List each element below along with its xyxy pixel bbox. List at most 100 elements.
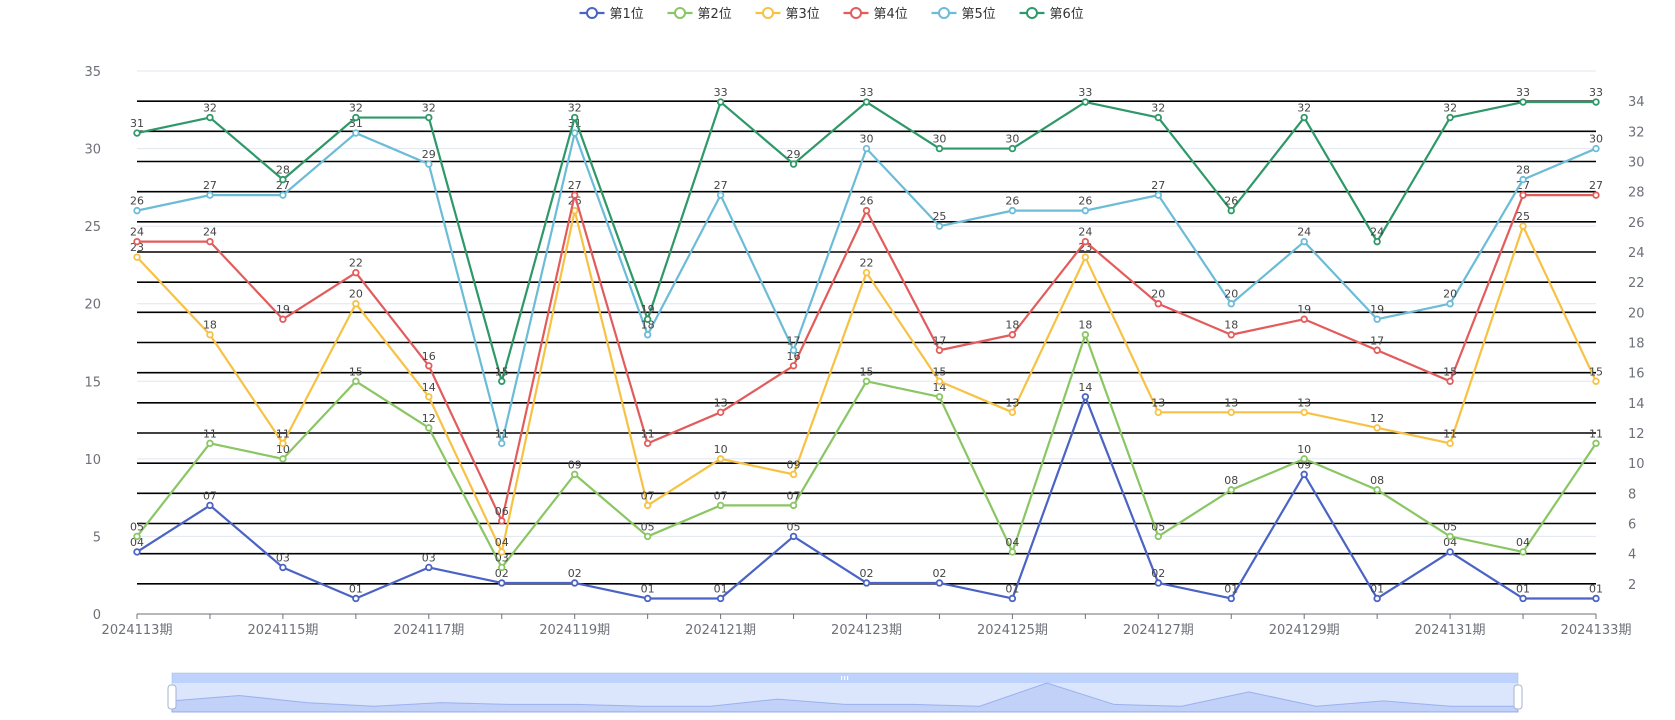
data-point[interactable] — [1592, 191, 1600, 199]
data-point[interactable] — [1008, 206, 1017, 215]
data-point[interactable] — [133, 237, 141, 246]
data-point[interactable] — [1081, 206, 1090, 215]
data-point[interactable] — [716, 98, 725, 106]
data-point[interactable] — [862, 144, 871, 153]
data-point[interactable] — [1446, 113, 1454, 122]
data-point[interactable] — [862, 579, 871, 587]
data-point[interactable] — [1008, 331, 1017, 339]
data-point[interactable] — [1227, 300, 1235, 308]
data-point[interactable] — [279, 191, 287, 199]
legend-item[interactable]: 第4位 — [843, 7, 908, 22]
data-point[interactable] — [935, 377, 944, 385]
data-point[interactable] — [1446, 532, 1454, 541]
data-point[interactable] — [862, 98, 871, 106]
data-point[interactable] — [206, 439, 214, 448]
data-point[interactable] — [1519, 191, 1527, 199]
data-point[interactable] — [352, 594, 360, 603]
data-point[interactable] — [425, 393, 433, 401]
data-point[interactable] — [206, 331, 214, 339]
data-point[interactable] — [352, 113, 360, 122]
data-point[interactable] — [279, 175, 287, 184]
data-point[interactable] — [1446, 377, 1454, 385]
data-point[interactable] — [498, 377, 506, 385]
data-point[interactable] — [1081, 393, 1090, 401]
data-point[interactable] — [935, 393, 944, 401]
legend-item[interactable]: 第2位 — [667, 7, 732, 22]
data-point[interactable] — [206, 501, 214, 510]
data-point[interactable] — [1227, 486, 1235, 494]
data-point[interactable] — [206, 237, 214, 246]
data-point[interactable] — [498, 439, 506, 448]
zoom-handle[interactable] — [1513, 684, 1523, 710]
data-point[interactable] — [789, 470, 798, 479]
data-point[interactable] — [643, 331, 652, 339]
data-point[interactable] — [425, 160, 433, 168]
data-point[interactable] — [425, 113, 433, 122]
data-point[interactable] — [1300, 408, 1308, 417]
data-point[interactable] — [571, 579, 579, 587]
data-point[interactable] — [425, 362, 433, 370]
data-point[interactable] — [862, 377, 871, 385]
data-point[interactable] — [1446, 439, 1454, 448]
data-zoom-slider[interactable] — [167, 672, 1523, 713]
data-point[interactable] — [1519, 175, 1527, 184]
data-point[interactable] — [1300, 113, 1308, 122]
data-point[interactable] — [1373, 346, 1381, 354]
data-point[interactable] — [352, 268, 360, 277]
data-point[interactable] — [862, 206, 871, 215]
data-point[interactable] — [935, 579, 944, 587]
data-point[interactable] — [133, 532, 141, 541]
data-point[interactable] — [1300, 315, 1308, 323]
data-point[interactable] — [1373, 315, 1381, 323]
data-point[interactable] — [1227, 408, 1235, 417]
data-point[interactable] — [1081, 253, 1090, 261]
data-point[interactable] — [643, 594, 652, 603]
data-point[interactable] — [425, 424, 433, 432]
data-point[interactable] — [1592, 594, 1600, 603]
data-point[interactable] — [1008, 144, 1017, 153]
data-point[interactable] — [1154, 113, 1162, 122]
data-point[interactable] — [1592, 98, 1600, 106]
data-point[interactable] — [789, 362, 798, 370]
data-point[interactable] — [716, 408, 725, 417]
data-point[interactable] — [133, 129, 141, 137]
data-point[interactable] — [498, 517, 506, 525]
data-point[interactable] — [352, 300, 360, 308]
data-point[interactable] — [789, 501, 798, 510]
data-point[interactable] — [1154, 191, 1162, 199]
data-point[interactable] — [1081, 331, 1090, 339]
data-point[interactable] — [1519, 222, 1527, 230]
data-point[interactable] — [279, 439, 287, 448]
data-point[interactable] — [1446, 300, 1454, 308]
data-point[interactable] — [571, 191, 579, 199]
legend-item[interactable]: 第1位 — [579, 7, 644, 22]
data-point[interactable] — [571, 129, 579, 137]
data-point[interactable] — [279, 563, 287, 572]
data-point[interactable] — [1154, 300, 1162, 308]
data-point[interactable] — [1227, 206, 1235, 215]
legend[interactable]: 第1位 第2位 第3位 第4位 第5位 第6位 — [579, 7, 1084, 22]
data-point[interactable] — [643, 501, 652, 510]
data-point[interactable] — [862, 268, 871, 277]
data-point[interactable] — [1446, 548, 1454, 556]
data-point[interactable] — [425, 563, 433, 572]
data-point[interactable] — [716, 455, 725, 463]
data-point[interactable] — [206, 113, 214, 122]
data-point[interactable] — [643, 532, 652, 541]
data-point[interactable] — [935, 346, 944, 354]
data-point[interactable] — [643, 315, 652, 323]
data-point[interactable] — [352, 129, 360, 137]
data-point[interactable] — [935, 144, 944, 153]
data-point[interactable] — [716, 501, 725, 510]
data-point[interactable] — [1008, 548, 1017, 556]
data-point[interactable] — [571, 470, 579, 479]
data-point[interactable] — [1227, 594, 1235, 603]
data-point[interactable] — [1519, 98, 1527, 106]
zoom-handle[interactable] — [167, 684, 177, 710]
data-point[interactable] — [206, 191, 214, 199]
data-point[interactable] — [1154, 579, 1162, 587]
data-point[interactable] — [1081, 98, 1090, 106]
data-point[interactable] — [1373, 237, 1381, 246]
data-point[interactable] — [498, 548, 506, 556]
data-point[interactable] — [716, 191, 725, 199]
